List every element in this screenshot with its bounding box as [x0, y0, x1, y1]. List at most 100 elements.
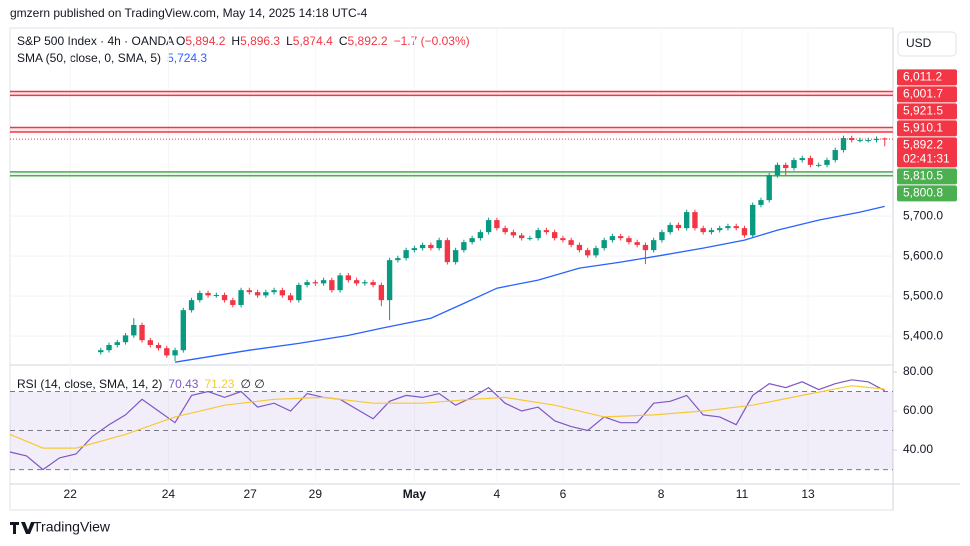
candle-body [180, 310, 186, 351]
candle-body [114, 342, 120, 345]
price-tag-label: 5,810.5 [903, 168, 943, 182]
candle-body [708, 230, 715, 233]
candle-body [857, 140, 863, 142]
candle-body [774, 164, 781, 176]
candle-body [741, 228, 748, 236]
candle-body [106, 344, 112, 351]
overlay-value: 5,724.3 [167, 51, 207, 65]
candle-body [246, 290, 252, 293]
overlay-legend: SMA (50, close, 0, SMA, 5) 5,724.3 [17, 51, 207, 65]
price-tag [897, 69, 957, 86]
candle-body [882, 138, 888, 140]
x-tick-label: 29 [309, 487, 323, 501]
candle-body [807, 158, 814, 165]
candle-body [560, 238, 566, 241]
x-tick-label: 6 [560, 487, 567, 501]
y-tick-label: 5,600.0 [903, 248, 943, 262]
candle-body [485, 220, 492, 233]
price-tag [897, 103, 957, 120]
candle-body [816, 164, 822, 166]
candle-body [461, 242, 467, 251]
candle-body [164, 348, 170, 356]
sma-line [174, 205, 885, 363]
candle-body [527, 238, 533, 240]
price-tag-label: 5,800.8 [903, 185, 943, 199]
candle-body [304, 282, 310, 285]
brand-name: TradingView [33, 519, 111, 535]
candle-body [865, 140, 871, 142]
rsi-title: RSI (14, close, SMA, 14, 2) [17, 377, 162, 391]
candle-body [411, 248, 418, 251]
price-tag-label: 6,001.7 [903, 86, 943, 100]
rsi-legend: RSI (14, close, SMA, 14, 2) 70.43 71.23 ∅ ∅ [17, 377, 265, 391]
candle-body [452, 250, 459, 263]
candle-body [799, 158, 805, 161]
candle-body [651, 240, 657, 251]
candle-body [337, 275, 343, 291]
candle-body [518, 235, 525, 239]
x-tick-label: 11 [736, 487, 749, 501]
candle-body [205, 292, 211, 296]
y-tick-label: 5,700.0 [903, 208, 943, 222]
candle-body [543, 230, 550, 233]
candle-body [254, 292, 261, 296]
ohlc-key: C [339, 34, 348, 48]
level-zone [10, 91, 893, 96]
ohlc-value: 5,874.4 [293, 34, 333, 48]
price-tag-label: 5,892.2 [903, 137, 943, 151]
candle-body [667, 224, 673, 233]
candle-body [626, 238, 632, 243]
x-tick-label: 24 [162, 487, 176, 501]
currency-button[interactable] [897, 31, 957, 57]
ohlc-key: H [231, 34, 240, 48]
candle-body [502, 228, 508, 233]
candle-body [436, 240, 442, 249]
candle-body [469, 238, 475, 243]
candle-body [617, 236, 624, 239]
price-tag [897, 86, 957, 103]
currency[interactable]: USD [906, 36, 932, 50]
price-tag-label: 6,011.2 [903, 69, 942, 83]
candle-body [296, 284, 302, 301]
candle-body [477, 232, 484, 239]
price-tag [897, 137, 957, 168]
x-tick-label: 27 [243, 487, 257, 501]
candle-body [263, 292, 269, 296]
rsi-tick-label: 80.00 [903, 364, 933, 378]
candle-body [551, 232, 558, 239]
candle-body [510, 232, 517, 236]
candle-body [287, 295, 294, 301]
candle-body [353, 280, 360, 284]
x-tick-label: May [403, 487, 427, 501]
candle-body [766, 175, 772, 201]
candle-body [593, 248, 599, 256]
byline: gmzern published on TradingView.com, May… [10, 6, 368, 20]
candle-body [238, 290, 244, 305]
candle-body [213, 294, 219, 296]
candle-body [312, 282, 319, 284]
rsi-value: 71.23 [204, 377, 234, 391]
candle-body [419, 244, 426, 249]
candle-body [131, 324, 137, 336]
price-tag-label: 02:41:31 [903, 151, 950, 165]
rsi-value: 70.43 [168, 377, 198, 391]
candle-body [840, 138, 847, 151]
candle-body [188, 300, 195, 311]
change: −1.7 (−0.03%) [394, 34, 470, 48]
price-tag [897, 120, 957, 137]
candle-body [155, 344, 162, 349]
rsi-tick-label: 60.00 [903, 403, 933, 417]
rsi-extra: ∅ ∅ [240, 377, 264, 391]
price-tag-label: 5,921.5 [903, 103, 943, 117]
level-zone [10, 127, 893, 133]
candle-body [386, 260, 393, 301]
candle-body [700, 228, 706, 233]
candle-body [428, 244, 434, 249]
candle-body [783, 164, 789, 169]
candle-body [873, 138, 880, 141]
candle-body [378, 284, 385, 301]
ohlc-value: 5,896.3 [240, 34, 280, 48]
candle-body [725, 226, 731, 229]
candle-body [750, 204, 756, 236]
candle-body [824, 160, 830, 165]
